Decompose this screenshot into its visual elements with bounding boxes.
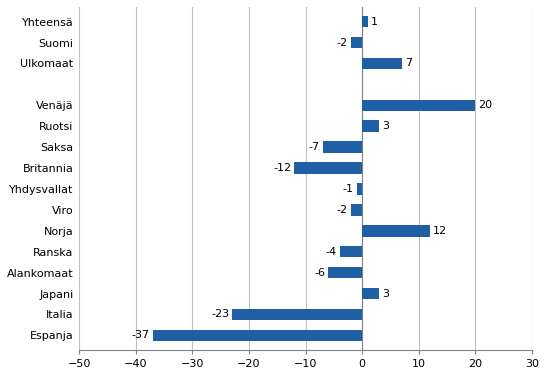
Text: 7: 7 [405, 58, 412, 68]
Bar [323, 141, 362, 153]
Bar [351, 204, 362, 215]
Bar [362, 58, 402, 69]
Text: -6: -6 [314, 268, 325, 277]
Text: 3: 3 [382, 288, 389, 299]
Text: -7: -7 [308, 142, 320, 152]
Text: 20: 20 [478, 100, 492, 110]
Bar [362, 225, 430, 237]
Text: -4: -4 [325, 247, 337, 257]
Text: -23: -23 [211, 309, 229, 320]
Text: -1: -1 [343, 184, 354, 194]
Bar [153, 330, 362, 341]
Text: -37: -37 [132, 331, 150, 340]
Bar [351, 37, 362, 48]
Bar [232, 309, 362, 320]
Bar [294, 162, 362, 174]
Text: -2: -2 [337, 205, 348, 215]
Bar [328, 267, 362, 278]
Text: -2: -2 [337, 38, 348, 47]
Text: 3: 3 [382, 121, 389, 131]
Text: -12: -12 [274, 163, 292, 173]
Bar [362, 120, 379, 132]
Bar [362, 100, 476, 111]
Bar [340, 246, 362, 258]
Bar [362, 16, 368, 27]
Bar [362, 288, 379, 299]
Text: 12: 12 [433, 226, 447, 236]
Text: 1: 1 [371, 17, 378, 27]
Bar [357, 183, 362, 195]
